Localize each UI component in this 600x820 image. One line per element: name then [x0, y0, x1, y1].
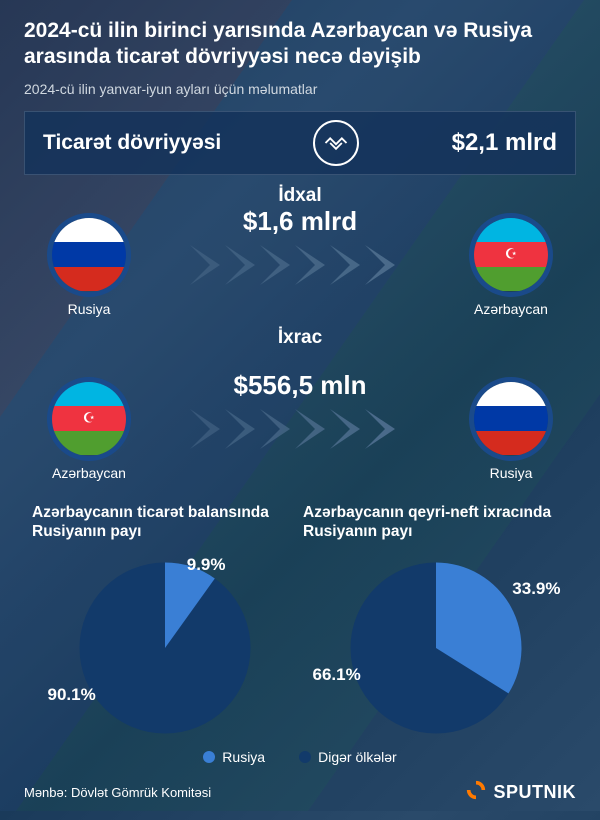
legend-dot-icon	[203, 751, 215, 763]
brand-logo-icon	[465, 779, 487, 806]
brand: SPUTNIK	[465, 779, 576, 806]
legend-label: Digər ölkələr	[318, 749, 397, 765]
azerbaijan-flag-icon: ☪	[47, 377, 131, 461]
pie1-value-large: 90.1%	[48, 685, 96, 705]
export-label: İxrac	[24, 327, 576, 349]
russia-flag-icon	[47, 213, 131, 297]
legend-item-other: Digər ölkələr	[299, 749, 397, 765]
pie1-chart	[70, 553, 260, 743]
page-title: 2024-cü ilin birinci yarısında Azərbayca…	[24, 18, 576, 71]
brand-text: SPUTNIK	[493, 782, 576, 803]
legend-label: Rusiya	[222, 749, 265, 765]
legend: Rusiya Digər ölkələr	[24, 749, 576, 765]
import-arrows: $1,6 mlrd	[144, 240, 456, 290]
pie2-chart	[341, 553, 531, 743]
pie1-block: Azərbaycanın ticarət balansında Rusiyanı…	[32, 503, 297, 743]
export-value: $556,5 mln	[234, 370, 367, 401]
legend-item-russia: Rusiya	[203, 749, 265, 765]
russia-flag-icon	[469, 377, 553, 461]
pie1-title: Azərbaycanın ticarət balansında Rusiyanı…	[32, 503, 297, 545]
pie2-value-small: 33.9%	[512, 579, 560, 599]
subtitle: 2024-cü ilin yanvar-iyun ayları üçün məl…	[24, 81, 576, 97]
export-row: ☪ Azərbaycan $556,5 mln R	[24, 377, 576, 481]
import-from-label: Rusiya	[34, 301, 144, 317]
turnover-label: Ticarət dövriyyəsi	[43, 131, 221, 155]
source-text: Mənbə: Dövlət Gömrük Komitəsi	[24, 785, 211, 800]
import-to-label: Azərbaycan	[456, 301, 566, 317]
export-arrows: $556,5 mln	[144, 404, 456, 454]
pie2-title: Azərbaycanın qeyri-neft ixracında Rusiya…	[303, 503, 568, 545]
pie2-value-large: 66.1%	[313, 665, 361, 685]
import-value: $1,6 mlrd	[243, 206, 357, 237]
import-row: Rusiya $1,6 mlrd ☪ Azərbaycan	[24, 213, 576, 317]
export-from-label: Azərbaycan	[34, 465, 144, 481]
azerbaijan-flag-icon: ☪	[469, 213, 553, 297]
turnover-bar: Ticarət dövriyyəsi $2,1 mlrd	[24, 111, 576, 175]
export-to-label: Rusiya	[456, 465, 566, 481]
pie1-value-small: 9.9%	[187, 555, 226, 575]
turnover-value: $2,1 mlrd	[452, 129, 557, 157]
handshake-icon	[313, 120, 359, 166]
import-label: İdxal	[24, 185, 576, 207]
legend-dot-icon	[299, 751, 311, 763]
pie2-block: Azərbaycanın qeyri-neft ixracında Rusiya…	[303, 503, 568, 743]
